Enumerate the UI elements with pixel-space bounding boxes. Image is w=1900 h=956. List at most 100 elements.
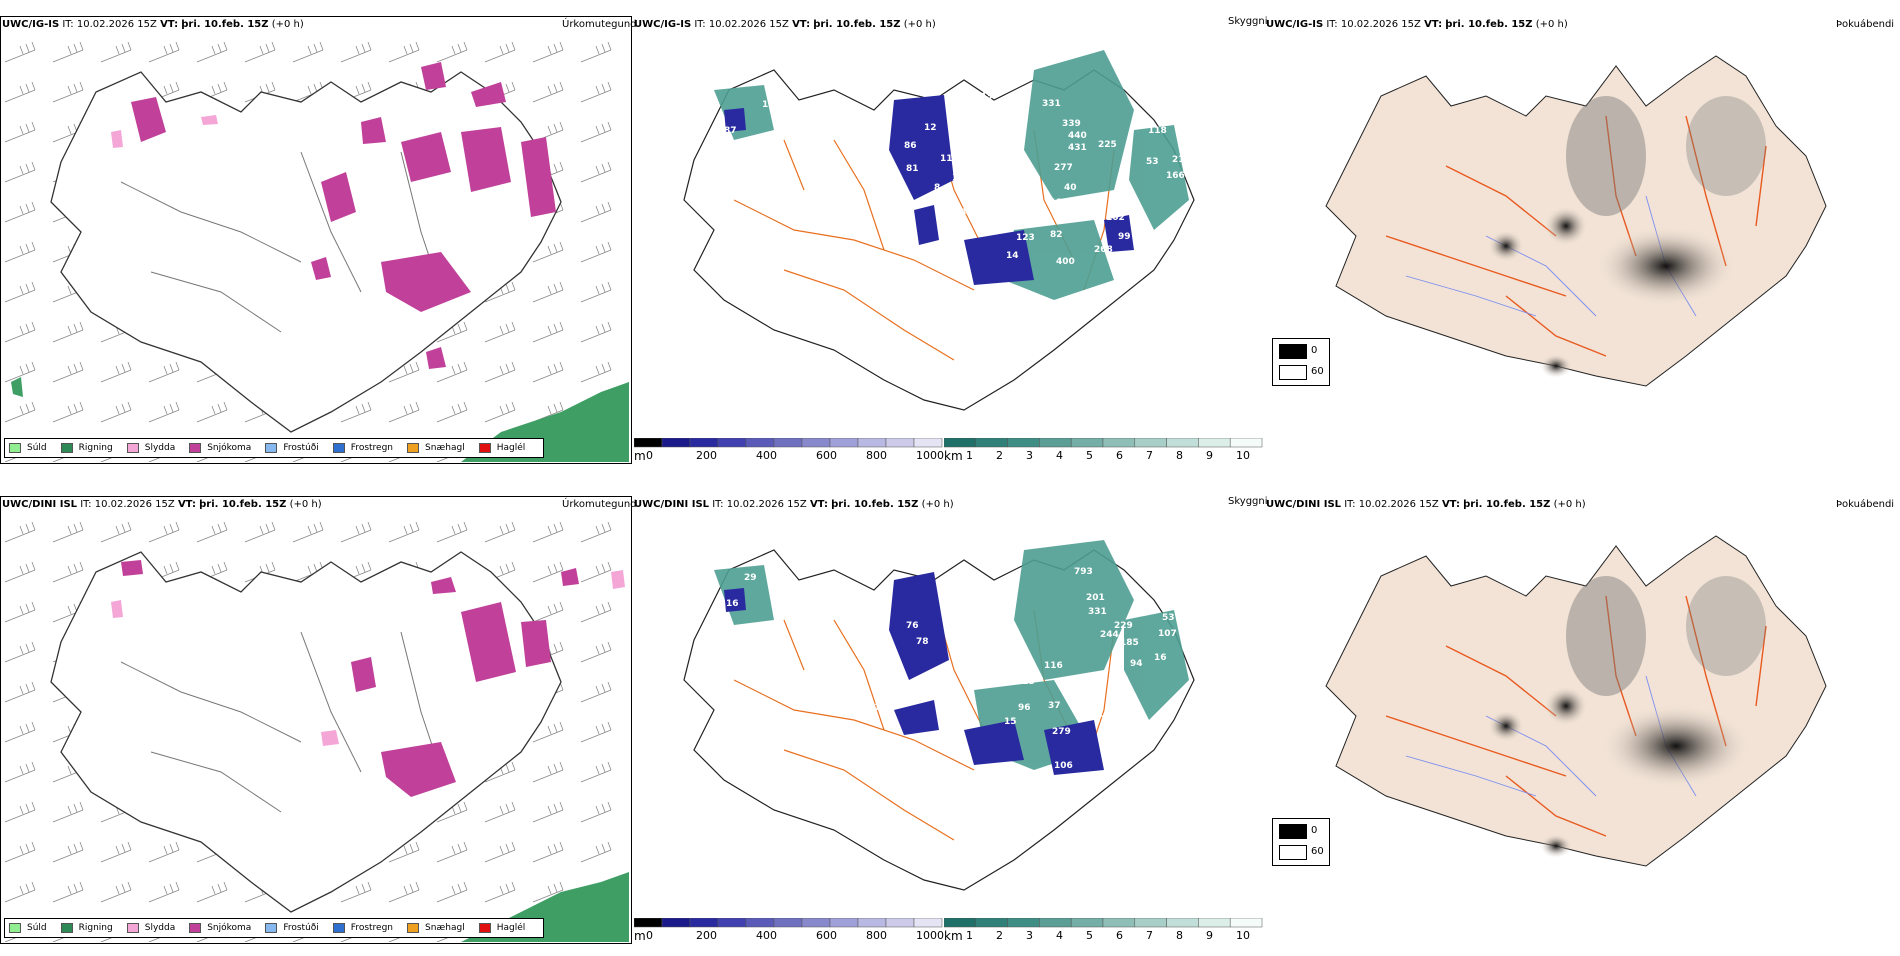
colorbar-swatch (1229, 438, 1263, 448)
cloud-base-tick: 800 (866, 449, 887, 462)
cloud-base-tick: 200 (696, 929, 717, 942)
colorbar-swatch (857, 438, 887, 448)
cloud-base-label: 29 (744, 573, 757, 583)
cloud-base-label: 225 (1098, 140, 1117, 150)
colorbar-swatch (1134, 918, 1167, 928)
cloud-base-labels: 157 87 86 81 80 11 136 43 331 339 440 43… (724, 92, 1185, 267)
cloud-base-label: 43 (934, 803, 947, 813)
colorbar-swatch (1166, 438, 1199, 448)
cloud-base-tick: 400 (756, 929, 777, 942)
colorbar-swatch (857, 918, 887, 928)
cloud-base-label: 4 (980, 603, 986, 613)
visibility-tick: 2 (996, 929, 1003, 942)
visibility-ticks: 1 2 3 4 5 6 7 8 9 10 (966, 449, 1256, 463)
legend-item: Rigning (60, 923, 113, 933)
panel-title: Úrkomutegund (562, 499, 637, 510)
cloud-base-label: 122 (1050, 198, 1069, 208)
cloud-base-tick: 600 (816, 929, 837, 942)
sleet-areas (111, 570, 625, 746)
cloud-base-label: 89 (960, 208, 973, 218)
visibility-colorbar-swatches (944, 918, 1263, 928)
cloud-base-label: 25 (768, 575, 781, 585)
cloud-base-label: 42 (1028, 213, 1041, 223)
cloud-base-ticks: 0 200 400 600 800 1000 (646, 449, 946, 463)
panel-header: UWC/DINI ISL IT: 10.02.2026 15Z VT: þri.… (634, 499, 954, 510)
cloud-base-label: 89 (1116, 675, 1129, 685)
cloud-base-labels: 29 25 16 76 78 42 32 793 201 331 229 244… (726, 567, 1177, 813)
cloud-base-label: 244 (1100, 630, 1119, 640)
fog-legend-label: 0 (1311, 345, 1318, 356)
colorbar-swatch (975, 918, 1008, 928)
cloud-base-label: 18 (874, 703, 887, 713)
cloud-base-label: 11 (940, 154, 953, 164)
colorbar-swatch (1198, 918, 1231, 928)
visibility-tick: 10 (1236, 929, 1250, 942)
cloud-base-tick: 400 (756, 449, 777, 462)
panel-header: UWC/IG-IS IT: 10.02.2026 15Z VT: þri. 10… (2, 19, 304, 30)
cloud-base-label: 81 (906, 164, 919, 174)
cloud-base-colorbar-swatches (634, 438, 943, 448)
visibility-unit: km (944, 449, 963, 463)
snow-areas (131, 62, 556, 369)
legend-item: Súld (9, 923, 47, 933)
panel-fog: UWC/DINI ISL IT: 10.02.2026 15Z VT: þri.… (1266, 496, 1900, 956)
colorbar-swatch (1134, 438, 1167, 448)
fog-area-glacier (1596, 226, 1736, 306)
colorbar-swatch (1007, 438, 1040, 448)
cloud-base-label: 166 (1166, 171, 1185, 181)
cloud-base-tick: 600 (816, 449, 837, 462)
cloud-base-label: 76 (906, 621, 919, 631)
cloud-base-colorbar: m 0 200 400 600 800 1000 (634, 918, 944, 948)
mountain-shade (1686, 576, 1766, 676)
colorbar-swatch (801, 438, 831, 448)
visibility-tick: 6 (1116, 449, 1123, 462)
colorbar-swatch (829, 918, 859, 928)
cloud-base-label: 20 (952, 703, 965, 713)
visibility-tick: 8 (1176, 449, 1183, 462)
legend-item: Snjókoma (189, 923, 251, 933)
panel-visibility: UWC/IG-IS IT: 10.02.2026 15Z VT: þri. 10… (634, 16, 1268, 476)
cloud-base-colorbar: m 0 200 400 600 800 1000 (634, 438, 944, 468)
low-cloud-areas (724, 95, 1134, 285)
fog-legend: 0 60 (1272, 818, 1330, 866)
colorbar-swatch (1007, 918, 1040, 928)
cloud-base-label: 167 (1134, 607, 1153, 617)
colorbar-swatch (773, 918, 803, 928)
panel-fog: UWC/IG-IS IT: 10.02.2026 15Z VT: þri. 10… (1266, 16, 1900, 476)
colorbar-swatch (1102, 918, 1136, 928)
visibility-tick: 8 (1176, 929, 1183, 942)
legend-item: Frostregn (332, 443, 393, 453)
legend-item: Haglél (478, 443, 525, 453)
cloud-base-label: 15 (834, 212, 847, 222)
cloud-base-tick: 200 (696, 449, 717, 462)
mountain-shade (1566, 96, 1646, 216)
cloud-base-label: 42 (942, 589, 955, 599)
cloud-base-label: 77 (914, 687, 927, 697)
colorbar-swatch (885, 918, 915, 928)
visibility-tick: 10 (1236, 449, 1250, 462)
cloud-base-label: 96 (1018, 703, 1031, 713)
road-network (733, 119, 1115, 361)
cloud-base-unit: m (634, 449, 646, 463)
iceland-outline (50, 551, 562, 913)
colorbar-swatch (717, 438, 747, 448)
visibility-tick: 5 (1086, 449, 1093, 462)
colorbar-swatch (801, 918, 831, 928)
cloud-base-label: 102 (1106, 213, 1125, 223)
cloud-base-label: 400 (1056, 257, 1075, 267)
visibility-map: 29 25 16 76 78 42 32 793 201 331 229 244… (683, 540, 1195, 891)
fog-area (1544, 206, 1588, 246)
cloud-base-tick: 0 (646, 449, 653, 462)
cloud-base-tick: 0 (646, 929, 653, 942)
precip-map (1, 32, 629, 462)
cloud-base-label: 12 (924, 123, 937, 133)
cloud-base-label: 229 (1114, 621, 1133, 631)
panel-title: Skyggni (1228, 16, 1268, 27)
cloud-base-label: 43 (980, 92, 993, 102)
road-network (1385, 595, 1767, 837)
mountain-shade (1686, 96, 1766, 196)
cloud-base-label: 78 (916, 637, 929, 647)
sleet-areas (111, 115, 218, 148)
colorbar-swatch (634, 918, 663, 928)
cloud-base-label: 14 (1006, 251, 1019, 261)
